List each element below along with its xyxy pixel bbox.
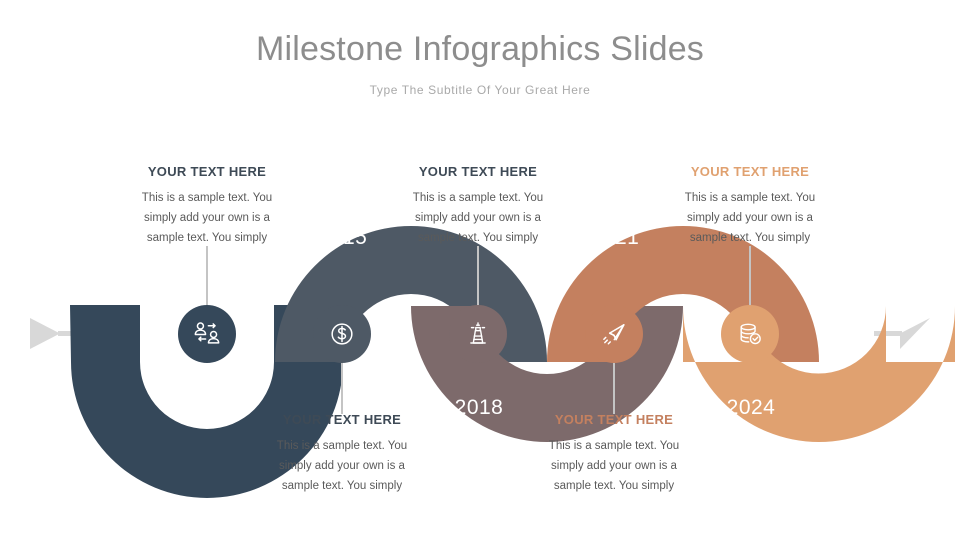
dollar-coin-icon	[331, 323, 353, 345]
milestone-node-2012[interactable]	[178, 305, 236, 363]
milestone-year-2015: 2015	[318, 226, 368, 249]
lighthouse-icon	[470, 322, 486, 344]
connector-line-2021	[613, 362, 615, 414]
milestone-year-2018: 2018	[454, 396, 504, 419]
milestone-year-2012: 2012	[182, 396, 232, 419]
milestone-node-2018[interactable]	[449, 305, 507, 363]
milestone-node-2024[interactable]	[721, 305, 779, 363]
ribbon-segment-2012	[70, 305, 343, 498]
connector-line-2024	[749, 246, 751, 306]
page-title: Milestone Infographics Slides	[255, 30, 705, 68]
milestone-text-block-2021: YOUR TEXT HERE This is a sample text. Yo…	[524, 412, 704, 496]
milestone-heading-2015: YOUR TEXT HERE	[282, 412, 402, 427]
milestone-text-block-2015: YOUR TEXT HERE This is a sample text. Yo…	[252, 412, 432, 496]
milestone-node-2021[interactable]	[585, 305, 643, 363]
milestone-body-2021: This is a sample text. You simply add yo…	[548, 440, 680, 493]
paper-plane-icon	[603, 324, 625, 345]
milestone-heading-2024: YOUR TEXT HERE	[690, 164, 810, 179]
connector-line-2018	[477, 246, 479, 306]
milestone-text-block-2018: YOUR TEXT HERE This is a sample text. Yo…	[388, 164, 568, 248]
user-exchange-icon	[194, 322, 220, 344]
milestone-body-2012: This is a sample text. You simply add yo…	[141, 192, 273, 245]
connector-line-2015	[341, 362, 343, 414]
milestone-heading-2021: YOUR TEXT HERE	[554, 412, 674, 427]
milestone-year-2021: 2021	[590, 226, 640, 249]
milestone-body-2015: This is a sample text. You simply add yo…	[276, 440, 408, 493]
milestone-heading-2012: YOUR TEXT HERE	[147, 164, 267, 179]
connector-line-2012	[206, 246, 208, 306]
timeline-end-arrow	[874, 318, 930, 349]
milestone-year-2024: 2024	[726, 396, 776, 419]
milestone-body-2018: This is a sample text. You simply add yo…	[412, 192, 544, 245]
milestone-text-block-2024: YOUR TEXT HERE This is a sample text. Yo…	[660, 164, 840, 248]
milestone-heading-2018: YOUR TEXT HERE	[418, 164, 538, 179]
milestone-text-block-2012: YOUR TEXT HERE This is a sample text. Yo…	[117, 164, 297, 248]
page-subtitle: Type The Subtitle Of Your Great Here	[369, 83, 591, 97]
milestone-node-2015[interactable]	[313, 305, 371, 363]
database-check-icon	[740, 323, 761, 345]
milestone-body-2024: This is a sample text. You simply add yo…	[684, 192, 816, 245]
